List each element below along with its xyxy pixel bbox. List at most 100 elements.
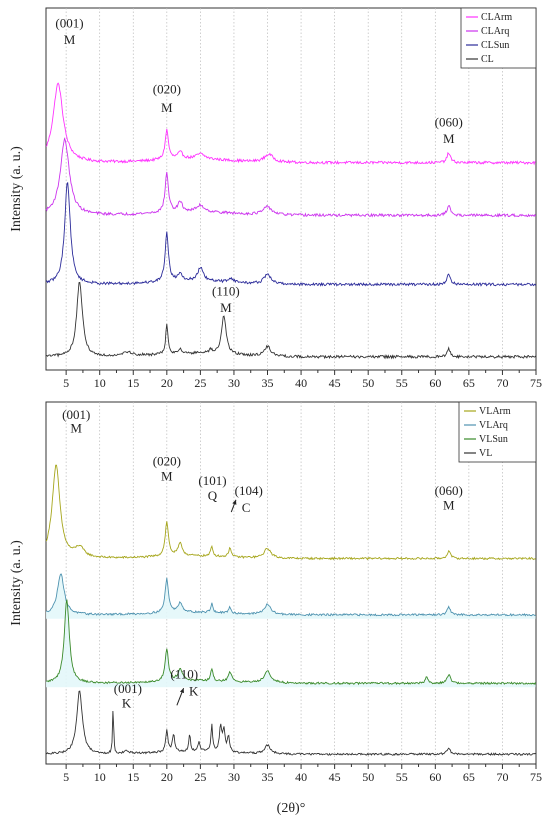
top-plot-frame [45, 7, 537, 371]
x-tick-label: 5 [63, 376, 69, 390]
legend-item-vlarm: VLArm [464, 406, 511, 417]
peak-annotation: M [70, 420, 82, 435]
x-tick-label: 35 [262, 770, 274, 784]
x-tick-label: 50 [362, 376, 374, 390]
x-tick-label: 35 [262, 376, 274, 390]
legend-item-vl: VL [464, 448, 492, 459]
legend-item-vlsun: VLSun [464, 434, 508, 445]
peak-annotation: M [220, 300, 232, 315]
x-tick-label: 55 [396, 376, 408, 390]
x-tick-label: 10 [94, 770, 106, 784]
bottom-x-axis: 5 10 15 20 25 30 35 40 45 50 55 60 65 70 75 [63, 764, 542, 784]
top-annotations: (001)M(020)M(060)M(110)M [55, 16, 462, 315]
x-tick-label: 40 [295, 770, 307, 784]
x-tick-label: 60 [429, 376, 441, 390]
x-tick-label: 75 [530, 376, 542, 390]
series-line-cl [45, 281, 537, 360]
x-tick-label: 45 [329, 376, 341, 390]
x-tick-label: 5 [63, 770, 69, 784]
series-line-vlarq [45, 573, 536, 617]
x-tick-label: 40 [295, 376, 307, 390]
top-legend: CLArm CLArq CLSun CL [460, 7, 537, 69]
series-fill-vlarq [46, 574, 536, 619]
series-line-clsun [45, 182, 537, 287]
x-tick-label: 65 [463, 376, 475, 390]
x-tick-label: 30 [228, 770, 240, 784]
peak-annotation: (060) [435, 483, 463, 498]
peak-annotation: M [443, 498, 455, 513]
x-tick-label: 15 [127, 770, 139, 784]
x-tick-label: 45 [329, 770, 341, 784]
legend-item-clarq: CLArq [466, 26, 509, 37]
x-tick-label: 65 [463, 770, 475, 784]
series-line-vlsun [45, 599, 537, 686]
series-line-clarq [45, 137, 537, 218]
arrow-head [232, 499, 237, 505]
bottom-plot-frame [45, 401, 537, 765]
legend-item-clarm: CLArm [466, 12, 512, 23]
legend-label-vl: VL [479, 448, 492, 459]
bottom-y-axis-title: Intensity (a. u.) [9, 540, 24, 626]
x-tick-label: 20 [161, 376, 173, 390]
peak-annotation: C [242, 500, 251, 515]
x-tick-label: 25 [194, 376, 206, 390]
peak-annotation: (110) [170, 666, 198, 681]
peak-annotation: (001) [62, 407, 90, 422]
peak-annotation: M [161, 468, 173, 483]
x-axis-title: (2θ)° [277, 801, 306, 816]
legend-label-clarm: CLArm [481, 12, 512, 23]
series-fill-vlsun [46, 599, 536, 688]
peak-annotation: (001) [55, 16, 83, 31]
peak-annotation: K [189, 684, 199, 699]
series-line-vlarm [45, 464, 536, 561]
bottom-legend: VLArm VLArq VLSun VL [458, 401, 537, 463]
bottom-gridlines [65, 402, 503, 764]
bottom-series-group [45, 464, 537, 756]
peak-annotation: (060) [435, 114, 463, 129]
bottom-panel: (001)M(020)M (101)Q (104)C(060)M(001)K(110… [9, 401, 542, 784]
x-tick-label: 25 [194, 770, 206, 784]
arrow-head [179, 688, 184, 694]
series-line-clarm [45, 82, 536, 166]
x-tick-label: 10 [94, 376, 106, 390]
x-tick-label: 55 [396, 770, 408, 784]
peak-annotation: Q [208, 488, 218, 503]
bottom-legend-box [458, 401, 537, 463]
top-legend-box [460, 7, 537, 69]
legend-label-vlarm: VLArm [479, 406, 511, 417]
peak-annotation: (020) [153, 82, 181, 97]
x-tick-label: 30 [228, 376, 240, 390]
x-tick-label: 70 [496, 770, 508, 784]
series-line-vl [45, 690, 536, 756]
peak-annotation: K [122, 696, 132, 711]
top-panel: (001)M(020)M(060)M(110)M 5 10 15 20 25 30 35 40… [9, 7, 542, 390]
x-tick-label: 20 [161, 770, 173, 784]
legend-item-vlarq: VLArq [464, 420, 508, 431]
top-x-axis: 5 10 15 20 25 30 35 40 45 50 55 60 65 70 75 [63, 370, 542, 390]
peak-annotation: (101) [198, 473, 226, 488]
x-tick-label: 70 [496, 376, 508, 390]
peak-annotation: M [161, 100, 173, 115]
top-series-group [45, 82, 537, 360]
peak-annotation: (104) [235, 483, 263, 498]
legend-item-clsun: CLSun [466, 40, 509, 51]
x-tick-label: 50 [362, 770, 374, 784]
x-tick-label: 60 [429, 770, 441, 784]
legend-label-vlarq: VLArq [479, 420, 508, 431]
peak-annotation: (020) [153, 454, 181, 469]
x-tick-label: 15 [127, 376, 139, 390]
peak-annotation: (110) [212, 284, 240, 299]
legend-label-clarq: CLArq [481, 26, 509, 37]
legend-label-cl: CL [481, 54, 494, 65]
peak-annotation: M [64, 32, 76, 47]
peak-annotation: M [443, 131, 455, 146]
legend-label-vlsun: VLSun [479, 434, 508, 445]
peak-annotation: (001) [114, 681, 142, 696]
top-gridlines [65, 8, 503, 370]
bottom-annotations: (001)M(020)M (101)Q (104)C(060)M(001)K(110… [62, 407, 463, 711]
x-tick-label: 75 [530, 770, 542, 784]
top-y-axis-title: Intensity (a. u.) [9, 146, 24, 232]
legend-item-cl: CL [466, 54, 494, 65]
legend-label-clsun: CLSun [481, 40, 509, 51]
